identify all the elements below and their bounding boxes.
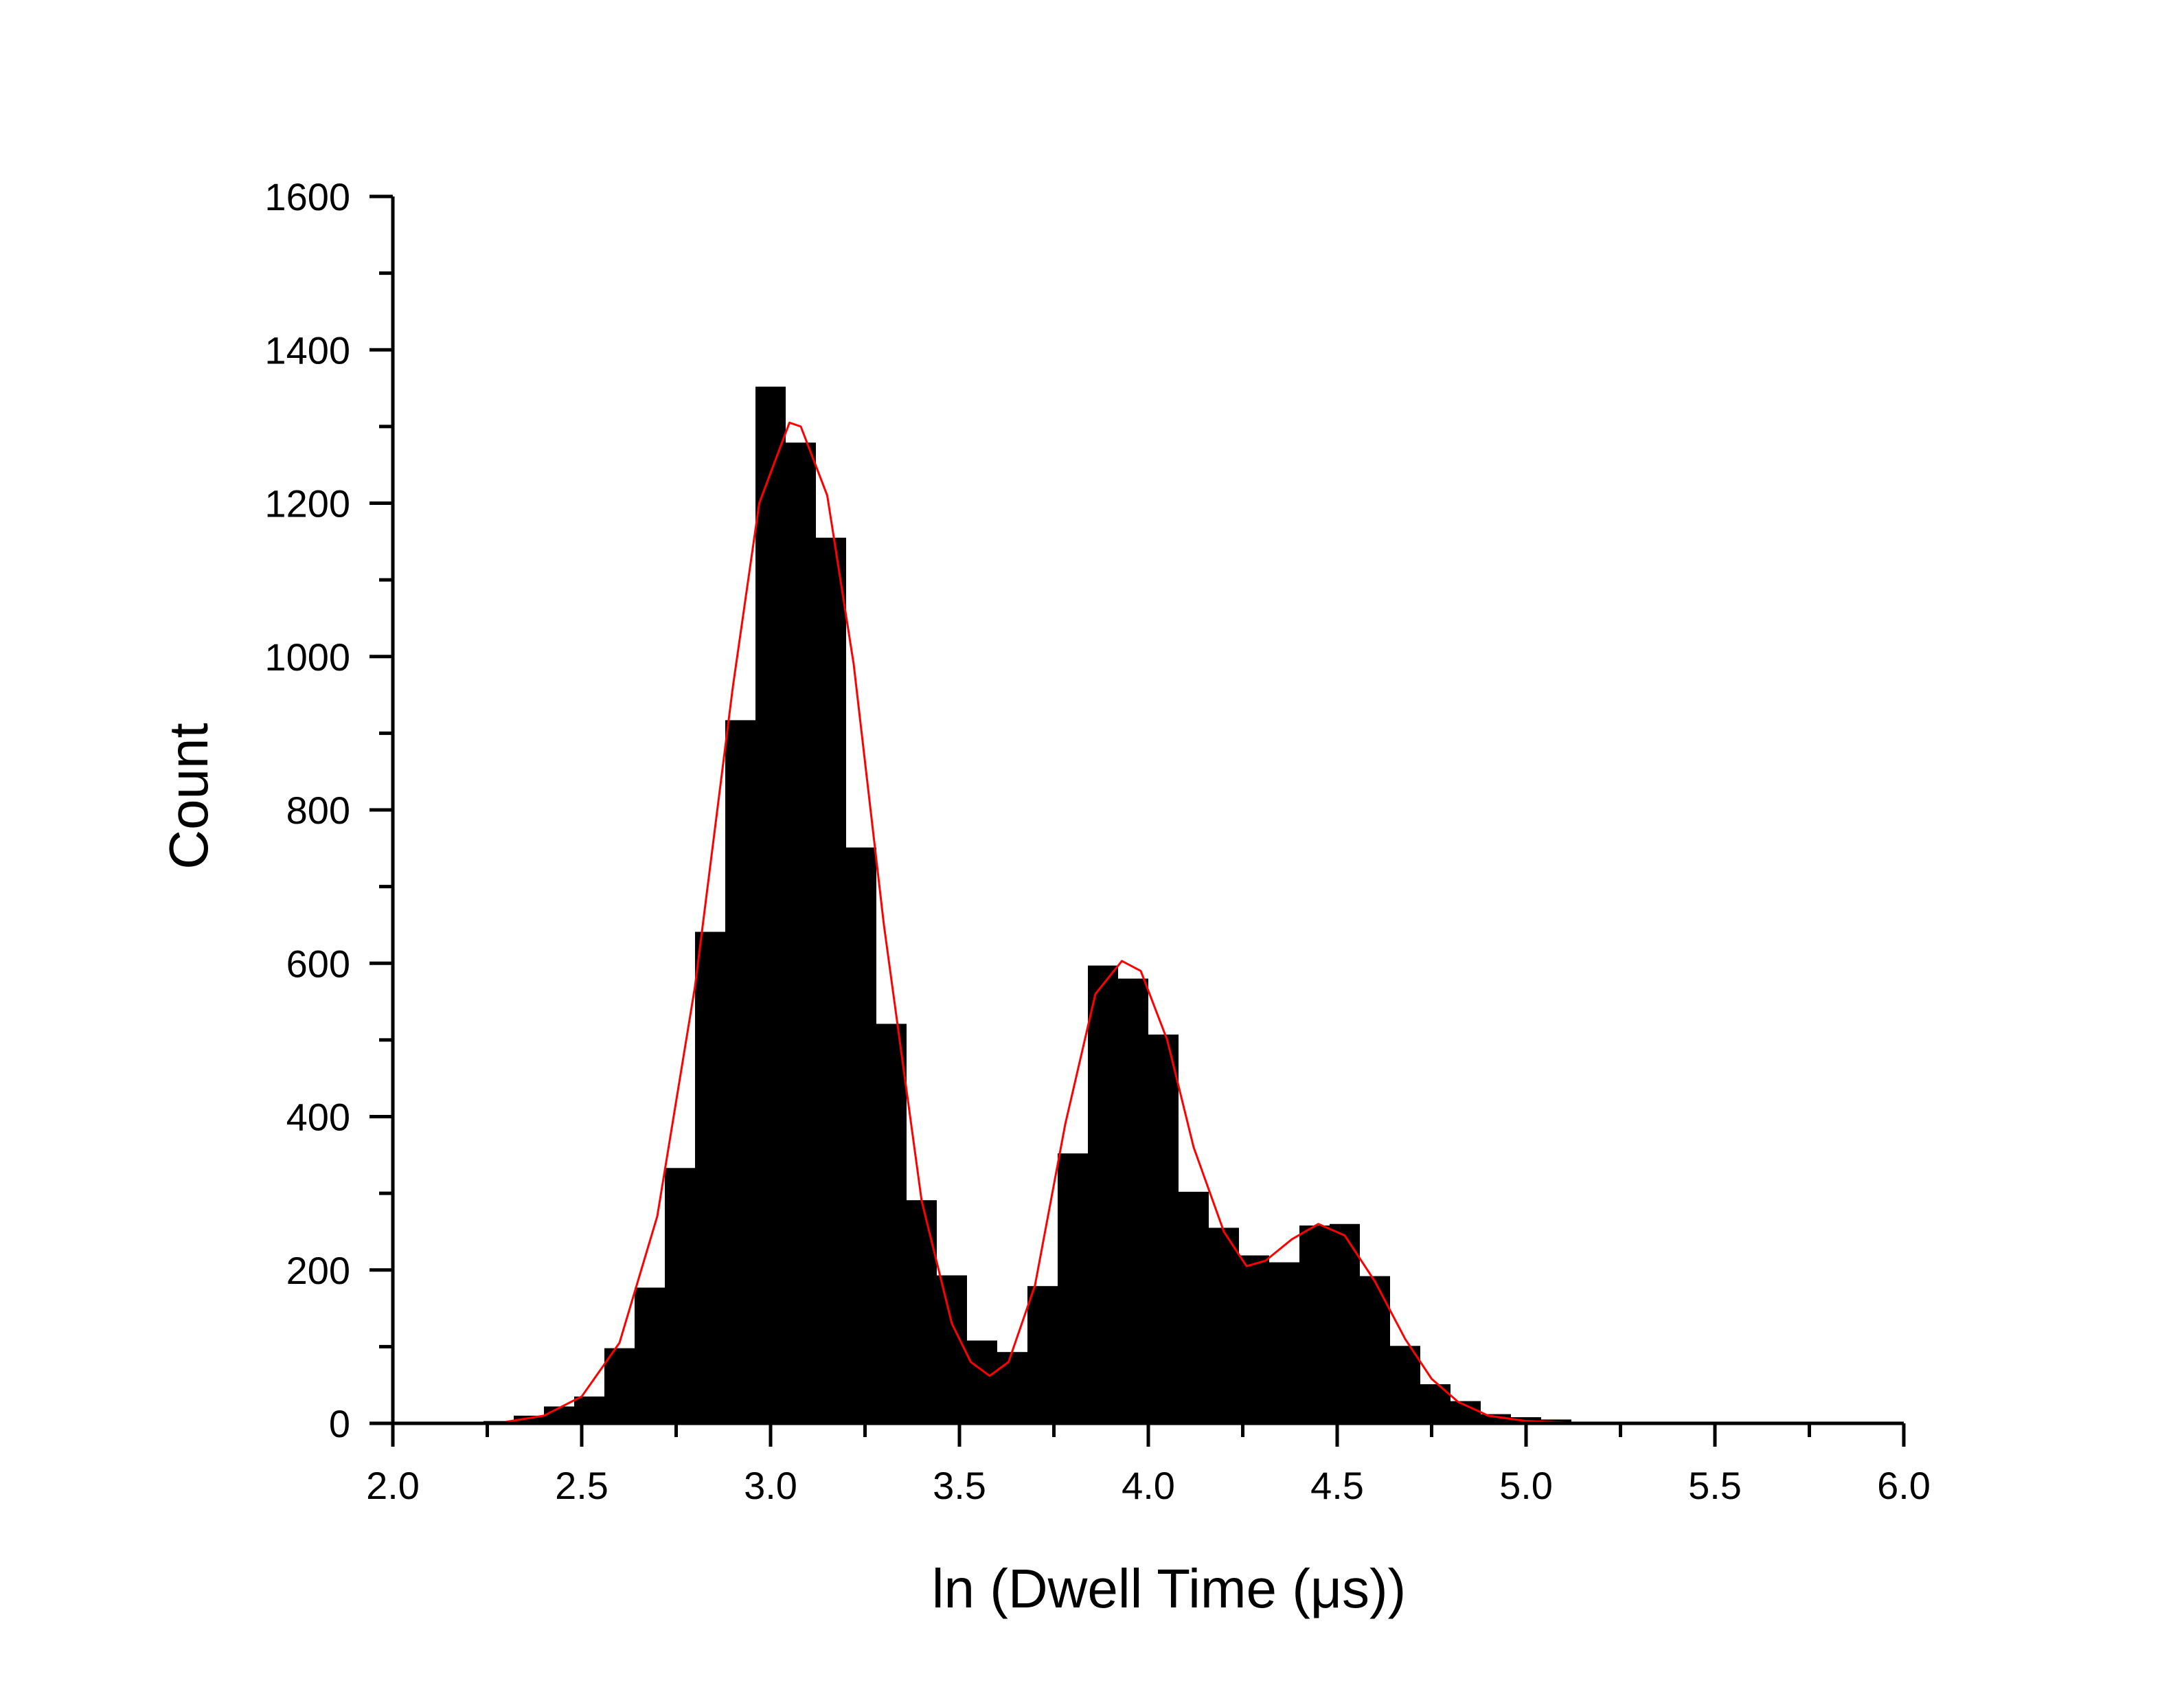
x-tick-label: 5.5 <box>1688 1464 1742 1507</box>
histogram-bar-19 <box>1058 1153 1088 1423</box>
histogram-bar-15 <box>937 1275 967 1423</box>
fit-curve-layer <box>505 421 1565 1424</box>
histogram-bar-13 <box>876 1024 907 1423</box>
histogram-bar-30 <box>1390 1346 1420 1423</box>
histogram-bar-12 <box>846 847 876 1423</box>
histogram-bar-17 <box>997 1352 1027 1423</box>
histogram-bar-27 <box>1299 1225 1330 1423</box>
y-axis-title: Count <box>158 723 219 869</box>
histogram-bar-23 <box>1179 1191 1209 1423</box>
histogram-bar-16 <box>967 1340 997 1423</box>
histogram-bar-21 <box>1118 978 1148 1423</box>
histogram-bar-24 <box>1209 1228 1239 1423</box>
histogram-bar-18 <box>1027 1286 1058 1423</box>
y-tick-label: 200 <box>286 1249 350 1292</box>
histogram-bar-1 <box>514 1415 544 1423</box>
histogram-bar-9 <box>755 386 786 1423</box>
histogram-bar-3 <box>574 1396 604 1423</box>
x-tick-label: 5.0 <box>1499 1464 1553 1507</box>
histogram-bar-8 <box>725 720 755 1423</box>
histogram-bar-5 <box>635 1287 665 1423</box>
histogram-bars <box>484 386 1571 1424</box>
x-axis-title: ln (Dwell Time (μs)) <box>932 1558 1407 1619</box>
fit-curve <box>505 421 1565 1424</box>
histogram-bar-26 <box>1269 1262 1299 1423</box>
x-tick-label: 3.5 <box>933 1464 986 1507</box>
y-tick-label: 0 <box>329 1402 350 1445</box>
tick-labels: 2.0 2.5 3.0 3.5 4.0 4.5 5.0 5.5 6.0 0 200 400 600 800… <box>264 175 1931 1507</box>
histogram-bar-14 <box>907 1200 937 1423</box>
y-tick-label: 1200 <box>264 482 350 526</box>
y-tick-label: 600 <box>286 942 350 985</box>
x-tick-label: 4.5 <box>1310 1464 1364 1507</box>
histogram-bar-22 <box>1148 1035 1179 1423</box>
y-tick-label: 1600 <box>264 175 350 218</box>
histogram-bar-28 <box>1330 1223 1360 1423</box>
tick-marks <box>369 194 1906 1447</box>
histogram-bar-25 <box>1239 1255 1269 1423</box>
x-tick-label: 2.5 <box>555 1464 608 1507</box>
x-tick-label: 2.0 <box>366 1464 420 1507</box>
histogram-bar-6 <box>665 1168 695 1423</box>
histogram-bar-7 <box>695 931 725 1423</box>
x-tick-label: 4.0 <box>1122 1464 1175 1507</box>
histogram-bar-2 <box>544 1406 574 1423</box>
x-tick-label: 6.0 <box>1877 1464 1931 1507</box>
histogram-bar-29 <box>1360 1276 1390 1423</box>
histogram-bar-4 <box>604 1348 635 1423</box>
histogram-bar-11 <box>816 537 846 1424</box>
x-tick-label: 3.0 <box>744 1464 797 1507</box>
y-tick-label: 400 <box>286 1096 350 1139</box>
y-tick-label: 1000 <box>264 635 350 679</box>
histogram-bar-20 <box>1088 965 1118 1423</box>
y-tick-label: 1400 <box>264 328 350 372</box>
y-tick-label: 800 <box>286 789 350 832</box>
histogram-bar-10 <box>786 442 816 1424</box>
